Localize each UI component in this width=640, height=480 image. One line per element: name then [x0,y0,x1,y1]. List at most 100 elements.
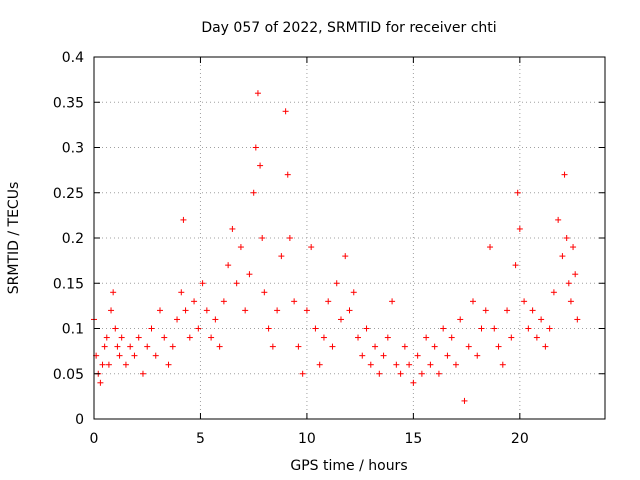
data-point [367,361,374,368]
x-tick-label: 5 [196,431,205,447]
data-point [452,361,459,368]
data-point [487,244,494,251]
points-layer [91,90,581,404]
data-point [482,307,489,314]
x-tick-label: 20 [511,431,529,447]
data-point [99,361,106,368]
x-tick-label: 0 [90,431,99,447]
data-point [250,189,257,196]
data-point [122,361,129,368]
data-point [259,235,266,241]
data-point [514,189,521,196]
data-point [427,361,434,368]
data-point [423,334,430,341]
data-point [127,343,134,350]
data-point [414,352,421,359]
data-point [152,352,159,359]
data-point [178,289,185,296]
data-point [474,352,481,359]
data-point [457,316,464,323]
data-point [516,225,523,232]
y-tick-label: 0.25 [53,186,84,202]
data-point [504,307,511,314]
data-point [561,171,568,178]
data-point [212,316,219,323]
data-point [191,298,198,305]
data-point [182,307,189,314]
ticks-layer: 0 0.05 0.1 0.15 0.2 0.25 0.3 0.35 0.4 0 5 10 15 20 [53,50,605,447]
data-point [186,334,193,341]
data-point [469,298,476,305]
data-point [246,271,253,278]
data-point [435,370,442,377]
data-point [105,361,112,368]
data-point [567,298,574,305]
data-point [220,298,227,305]
data-point [372,343,379,350]
data-point [529,307,536,314]
data-point [161,334,168,341]
data-point [208,334,215,341]
data-point [139,370,146,377]
data-point [108,307,115,314]
data-point [538,316,545,323]
data-point [406,361,413,368]
data-point [103,334,110,341]
data-point [254,90,261,97]
data-point [444,352,451,359]
data-point [284,171,291,178]
data-point [174,316,181,323]
data-point [410,379,417,386]
data-point [148,325,155,332]
grid-layer [94,57,605,419]
data-point [570,244,577,251]
data-point [282,108,289,115]
data-point [359,352,366,359]
data-point [333,280,340,287]
y-axis-label: SRMTID / TECUs [6,182,22,295]
data-point [97,379,104,386]
data-point [525,325,532,332]
data-point [316,361,323,368]
data-point [559,253,566,260]
data-point [461,397,468,404]
data-point [237,244,244,251]
data-point [495,343,502,350]
data-point [169,343,176,350]
data-point [114,343,121,350]
data-point [118,334,125,341]
data-point [563,235,570,241]
data-point [265,325,272,332]
data-point [261,289,268,296]
data-point [131,352,138,359]
data-point [216,343,223,350]
y-tick-label: 0.3 [62,141,84,157]
data-point [465,343,472,350]
data-point [397,370,404,377]
data-point [448,334,455,341]
data-point [574,316,581,323]
data-point [116,352,123,359]
chart-title: Day 057 of 2022, SRMTID for receiver cht… [201,20,496,36]
data-point [308,244,315,251]
data-point [346,307,353,314]
data-point [299,370,306,377]
y-tick-label: 0.05 [53,367,84,383]
data-point [380,352,387,359]
data-point [350,289,357,296]
data-point [337,316,344,323]
data-point [291,298,298,305]
data-point [440,325,447,332]
y-tick-label: 0 [75,412,84,428]
data-point [320,334,327,341]
data-point [431,343,438,350]
data-point [110,289,117,296]
data-point [521,298,528,305]
data-point [384,334,391,341]
x-axis-label: GPS time / hours [290,458,407,474]
y-tick-label: 0.15 [53,276,84,292]
y-tick-label: 0.2 [62,231,84,247]
y-tick-label: 0.4 [62,50,84,66]
data-point [278,253,285,260]
